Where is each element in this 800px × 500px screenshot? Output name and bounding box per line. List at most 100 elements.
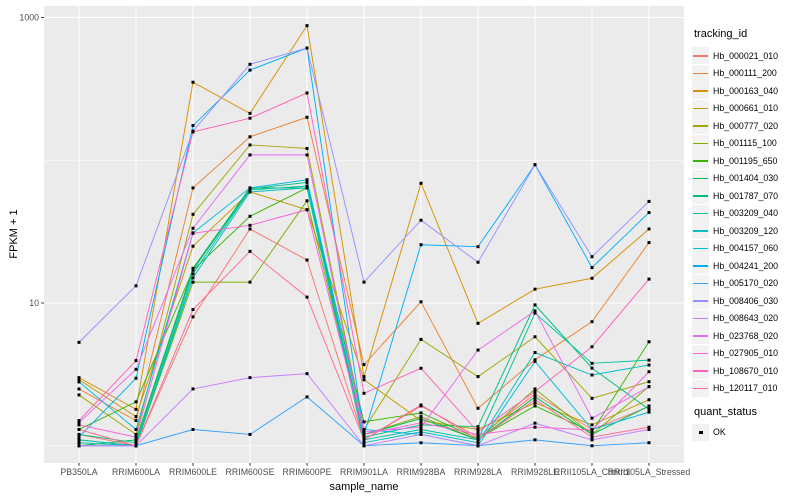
data-point [590,444,594,448]
data-point [248,376,252,380]
data-point [248,68,252,72]
data-point [134,438,138,442]
data-point [77,423,81,427]
data-point [191,80,195,84]
data-point [305,178,309,182]
data-point [533,351,537,355]
legend-key-line-icon [692,309,709,327]
data-point [647,199,651,203]
data-point [362,363,366,367]
data-point [476,427,480,431]
y-tick-label: 1000 [19,13,39,23]
legend-item: Hb_120117_010 [692,379,798,397]
data-point [533,389,537,393]
legend-item: Hb_000111_200 [692,64,798,82]
data-point [248,116,252,120]
data-point [419,415,423,419]
data-point [590,266,594,270]
data-point [305,258,309,262]
data-point [647,363,651,367]
data-point [647,370,651,374]
data-point [248,188,252,192]
data-point [191,280,195,284]
color-legend-items: Hb_000021_010 Hb_000111_200 Hb_000163_040 H… [692,47,798,397]
data-point [77,378,81,382]
legend-key-line-icon [692,362,709,379]
legend-item: Hb_023768_020 [692,327,798,344]
data-point [533,395,537,399]
y-tick-label: 10 [29,298,39,308]
data-point [590,416,594,420]
legend-item-label: Hb_108670_010 [713,365,779,376]
data-point [419,423,423,427]
data-point [191,315,195,319]
legend-key-line-icon [692,169,709,187]
data-point [362,432,366,436]
data-point [590,345,594,349]
data-point [362,420,366,424]
data-point [362,427,366,431]
legend-item: Hb_003209_040 [692,204,798,222]
data-points [77,24,651,448]
data-point [248,214,252,218]
data-point [134,359,138,363]
data-point [191,231,195,235]
legend-item-label: Hb_000661_010 [713,103,779,113]
data-point [476,432,480,436]
shape-legend-title: quant_status [694,405,757,418]
data-point [647,385,651,389]
data-point [305,115,309,119]
data-point [533,404,537,408]
data-point [77,438,81,442]
legend-item-label: Hb_004241_200 [713,260,779,271]
data-point [248,227,252,231]
data-point [533,421,537,425]
data-point [305,186,309,190]
data-point [419,411,423,415]
data-point [476,444,480,448]
data-point [134,441,138,445]
data-point [419,366,423,370]
data-point [77,387,81,391]
data-point [533,303,537,307]
data-point [248,62,252,66]
legend-key-line-icon [692,152,709,169]
data-point [647,358,651,362]
data-point [305,146,309,150]
legend-item: Hb_008406_030 [692,292,798,309]
data-point [647,398,651,402]
data-point [590,430,594,434]
data-point [248,223,252,227]
legend-item: Hb_001115_100 [692,134,798,152]
legend-item-label: Hb_001195_650 [713,155,778,166]
legend-item: Hb_003209_120 [692,222,798,239]
data-point [590,373,594,377]
data-point [647,410,651,414]
legend-key-line-icon [692,99,709,117]
data-point [476,321,480,325]
data-point [362,438,366,442]
legend-item: Hb_000661_010 [692,99,798,117]
data-point [476,375,480,379]
data-point [134,419,138,423]
data-point [248,186,252,190]
data-point [362,378,366,382]
legend-key-line-icon [692,64,709,82]
data-point [305,153,309,157]
legend-key-line-icon [692,204,709,222]
legend-key-line-icon [692,117,709,134]
data-point [362,441,366,445]
data-point [419,432,423,436]
data-point [419,300,423,304]
data-point [533,359,537,363]
data-point [77,427,81,431]
legend-item: Hb_000163_040 [692,82,798,99]
data-point [533,311,537,315]
data-point [419,181,423,185]
data-point [533,309,537,313]
data-point [191,212,195,216]
data-point [419,417,423,421]
data-point [419,421,423,425]
data-point [305,199,309,203]
data-point [590,435,594,439]
